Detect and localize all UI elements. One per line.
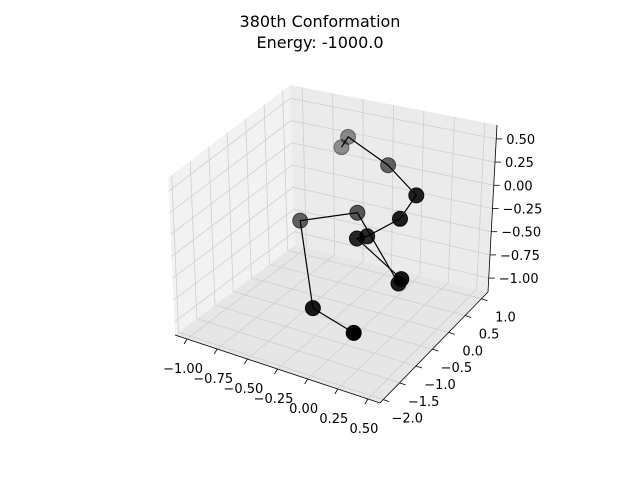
x-tick-label-6: 0.50 [349,422,378,437]
conformation-series [292,128,425,341]
grid-line-z-2 [172,186,492,279]
x-tick-mark-5 [334,388,339,395]
x-tick-label-5: 0.25 [319,412,348,427]
chart-title-line-2: Energy: -1000.0 [256,33,384,52]
grid-line-z-6 [168,97,497,192]
y-tick-label-2: −1.0 [424,378,456,393]
grid-line-y-1 [189,161,400,384]
grid-line-y-0 [171,175,384,400]
data-point-1 [340,128,357,145]
x-tick-label-0: −1.00 [163,362,203,377]
grid-line-y-2 [208,146,417,367]
grid-line-y-3 [226,132,433,350]
data-point-2 [380,157,397,174]
y-tick-label-5: 0.5 [479,328,500,343]
pane-left [168,85,295,335]
x-tick-mark-4 [304,378,308,385]
data-point-12 [345,324,362,341]
x-tick-mark-0 [183,338,188,345]
z-tick-label-2: −0.50 [501,226,541,241]
grid-line-y-6 [282,90,482,300]
grid-line-z-0 [174,231,489,323]
tick-labels: −1.00−0.75−0.50−0.250.000.250.50−2.0−1.5… [163,133,542,437]
x-tick-mark-2 [244,358,248,365]
z-tick-label-3: −0.25 [503,203,543,218]
z-tick-label-4: 0.00 [504,179,533,194]
x-tick-label-4: 0.00 [289,402,318,417]
z-tick-label-1: −0.75 [500,249,540,264]
y-tick-mark-2 [415,365,423,369]
data-point-4 [392,210,408,227]
grid-line-z-5 [169,120,496,214]
y-axis-line [379,291,489,404]
grid-line-z-1 [173,208,491,301]
z-tick-label-5: 0.25 [505,156,534,171]
y-tick-mark-3 [432,348,439,352]
chart-title-line-1: 380th Conformation [239,12,401,31]
y-tick-mark-6 [481,298,488,302]
x-tick-label-3: −0.25 [254,392,294,407]
y-tick-label-6: 1.0 [495,311,516,326]
x-tick-label-1: −0.75 [193,372,233,387]
y-tick-mark-0 [383,399,390,403]
data-point-0 [333,139,350,156]
data-point-7 [393,271,410,288]
z-tick-label-6: 0.50 [506,133,535,148]
z-tick-label-0: −1.00 [499,272,539,287]
y-tick-label-0: −2.0 [391,412,423,427]
data-point-10 [292,212,309,229]
y-tick-mark-4 [448,331,455,335]
data-point-11 [304,300,321,317]
x-tick-mark-6 [364,398,369,405]
grid-line-y-5 [263,104,466,316]
x-tick-mark-1 [213,348,218,355]
grid-line-y-4 [245,118,449,333]
y-tick-label-3: −0.5 [441,361,473,376]
y-tick-mark-5 [464,315,472,318]
y-tick-label-1: −1.5 [408,395,440,410]
data-point-3 [408,187,425,204]
data-point-6 [348,230,365,247]
y-tick-mark-1 [399,382,406,386]
pane-back [290,85,497,292]
x-tick-label-2: −0.50 [223,382,263,397]
x-tick-mark-3 [274,368,278,375]
data-point-9 [349,204,366,221]
grid-line-z-4 [170,142,494,236]
y-tick-label-4: 0.0 [462,344,483,359]
grid-line-z-3 [171,164,493,257]
